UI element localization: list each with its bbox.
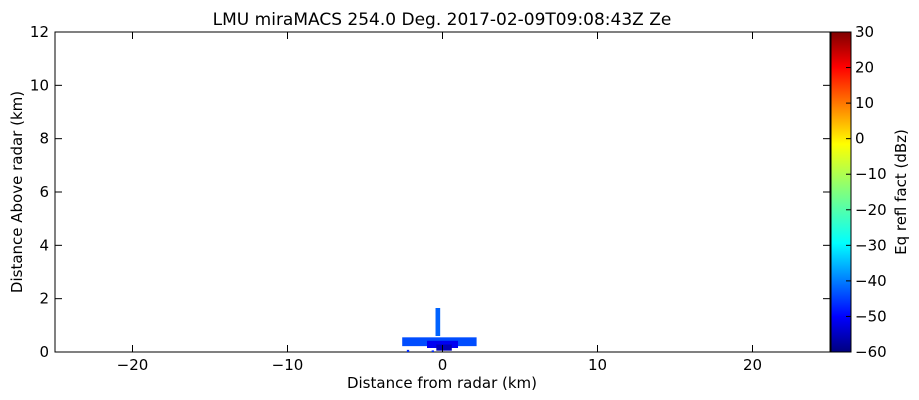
radar-echo [431, 350, 434, 352]
y-tick-label: 6 [39, 183, 49, 201]
colorbar-tick-label: 20 [855, 59, 874, 77]
x-tick-label: −10 [272, 356, 304, 374]
plot-area: −20 −10 0 10 20 0 2 4 6 8 10 12 [30, 23, 831, 374]
colorbar-tick-label: −10 [855, 165, 887, 183]
y-axis-label: Distance Above radar (km) [8, 91, 26, 293]
y-tick-label: 10 [30, 76, 49, 94]
y-tick-label: 4 [39, 236, 49, 254]
colorbar-gradient [830, 31, 852, 353]
y-tick-label: 12 [30, 23, 49, 41]
x-axis-ticks: −20 −10 0 10 20 [117, 32, 762, 374]
colorbar: −60 −50 −40 −30 −20 −10 0 10 20 30 [830, 23, 887, 361]
colorbar-tick-label: 30 [855, 23, 874, 41]
y-axis-ticks: 0 2 4 6 8 10 12 [30, 23, 830, 361]
colorbar-tick-label: 0 [855, 130, 865, 148]
colorbar-ticks: −60 −50 −40 −30 −20 −10 0 10 20 30 [846, 23, 887, 361]
radar-echo [436, 344, 452, 351]
colorbar-tick-label: −30 [855, 236, 887, 254]
colorbar-label: Eq refl fact (dBz) [892, 129, 910, 255]
x-tick-label: −20 [117, 356, 149, 374]
radar-echo [435, 308, 441, 336]
x-tick-label: 10 [588, 356, 607, 374]
echo-layer [402, 308, 477, 352]
plot-frame [54, 31, 831, 353]
y-tick-label: 8 [39, 130, 49, 148]
colorbar-tick-label: 10 [855, 94, 874, 112]
radar-echo [406, 349, 410, 352]
colorbar-tick-label: −50 [855, 307, 887, 325]
colorbar-tick-label: −40 [855, 272, 887, 290]
colorbar-tick-label: −20 [855, 201, 887, 219]
chart-title: LMU miraMACS 254.0 Deg. 2017-02-09T09:08… [213, 10, 672, 30]
y-tick-label: 2 [39, 290, 49, 308]
x-tick-label: 0 [438, 356, 448, 374]
y-tick-label: 0 [39, 343, 49, 361]
colorbar-tick-label: −60 [855, 343, 887, 361]
x-axis-label: Distance from radar (km) [347, 374, 537, 392]
radar-echo [427, 340, 458, 348]
x-tick-label: 20 [743, 356, 762, 374]
